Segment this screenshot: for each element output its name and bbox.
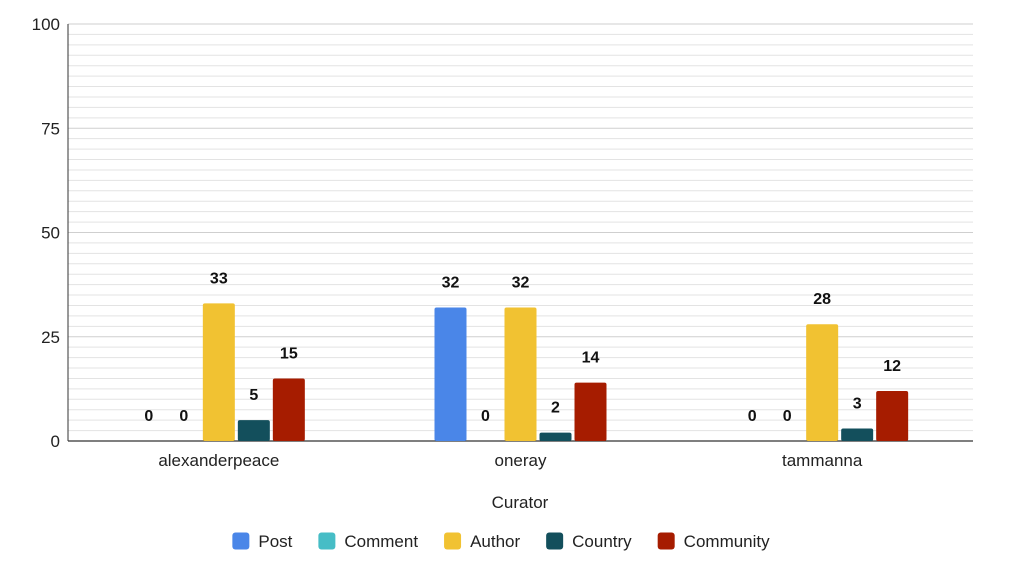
bar-country — [539, 432, 572, 441]
x-category-label: oneray — [495, 451, 547, 470]
data-label-comment: 0 — [783, 408, 792, 425]
legend-label-country: Country — [572, 532, 632, 551]
bar-country — [237, 420, 270, 441]
data-label-author: 33 — [210, 270, 228, 287]
legend-swatch-country — [546, 532, 564, 550]
data-label-comment: 0 — [481, 408, 490, 425]
bar-community — [272, 378, 305, 441]
data-label-author: 28 — [813, 291, 831, 308]
legend-label-community: Community — [684, 532, 770, 551]
bar-community — [574, 382, 607, 441]
y-tick-label: 50 — [41, 224, 60, 243]
bar-author — [504, 307, 537, 441]
data-label-author: 32 — [512, 275, 530, 292]
legend-swatch-post — [232, 532, 250, 550]
legend-label-author: Author — [470, 532, 520, 551]
bar-community — [876, 390, 909, 441]
y-tick-label: 25 — [41, 328, 60, 347]
data-label-post: 32 — [442, 275, 460, 292]
legend-label-post: Post — [258, 532, 292, 551]
bar-post — [434, 307, 467, 441]
y-tick-label: 100 — [32, 15, 60, 34]
data-label-post: 0 — [748, 408, 757, 425]
legend-swatch-community — [657, 532, 675, 550]
x-axis-title: Curator — [492, 493, 549, 512]
legend: Post Comment Author Country Community — [232, 532, 770, 551]
data-label-community: 12 — [883, 358, 901, 375]
data-label-comment: 0 — [179, 408, 188, 425]
bar-country — [841, 428, 874, 441]
legend-label-comment: Comment — [344, 532, 418, 551]
data-label-community: 15 — [280, 345, 298, 362]
x-category-label: alexanderpeace — [158, 451, 279, 470]
data-labels: 0 0 33 5 15 32 0 32 2 14 0 0 28 3 12 — [144, 270, 901, 425]
legend-swatch-comment — [318, 532, 336, 550]
legend-swatch-author — [444, 532, 462, 550]
y-tick-label: 0 — [51, 432, 60, 451]
data-label-country: 2 — [551, 400, 560, 417]
data-label-post: 0 — [144, 408, 153, 425]
bars — [202, 303, 909, 441]
bar-author — [806, 324, 839, 441]
x-category-label: tammanna — [782, 451, 863, 470]
y-tick-label: 75 — [41, 119, 60, 138]
bar-author — [202, 303, 235, 441]
data-label-country: 5 — [249, 387, 258, 404]
data-label-community: 14 — [582, 350, 600, 367]
data-label-country: 3 — [853, 395, 862, 412]
